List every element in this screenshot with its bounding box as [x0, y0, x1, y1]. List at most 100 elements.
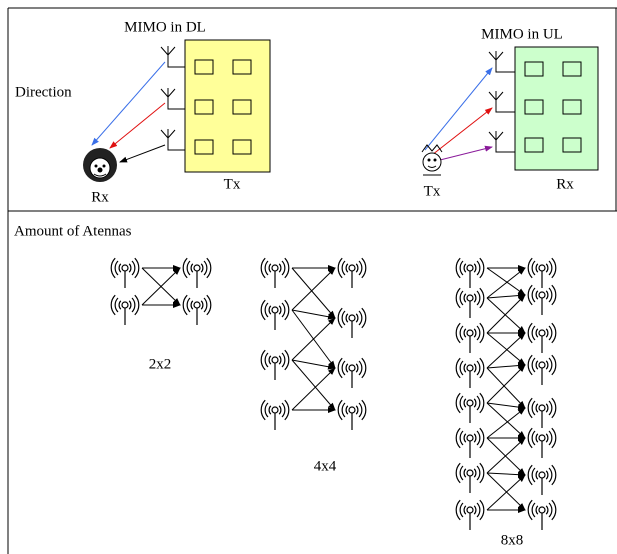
element: [524, 99, 544, 115]
antenna-head: [538, 264, 546, 272]
tx-label: Tx: [224, 176, 241, 192]
antenna-icon: [182, 294, 212, 325]
wave: [459, 360, 464, 376]
wave: [131, 260, 136, 276]
wave: [281, 260, 286, 276]
wave: [118, 263, 122, 273]
wave: [545, 290, 549, 300]
wave: [476, 290, 481, 306]
wave: [341, 310, 346, 326]
wave: [455, 257, 461, 279]
wave: [284, 349, 290, 371]
wave: [260, 399, 266, 421]
element: [562, 99, 582, 115]
wave: [278, 305, 282, 315]
wave: [551, 397, 557, 419]
wave: [278, 405, 282, 415]
antenna: [160, 88, 185, 110]
rx-label: Rx: [556, 176, 574, 192]
wave: [479, 287, 485, 309]
wave: [284, 399, 290, 421]
wave: [551, 464, 557, 486]
wave: [463, 263, 467, 273]
antenna-icon: [527, 284, 557, 315]
wave: [531, 430, 536, 446]
wave: [268, 355, 272, 365]
wave: [345, 363, 349, 373]
wave: [527, 464, 533, 486]
wave: [548, 467, 553, 483]
wave: [455, 287, 461, 309]
section-title: Amount of Atennas: [14, 223, 132, 239]
wave: [278, 355, 282, 365]
wave: [527, 499, 533, 521]
rx-label: Rx: [91, 189, 109, 205]
wave: [459, 502, 464, 518]
antenna-head: [538, 471, 546, 479]
wave: [476, 360, 481, 376]
wave: [473, 433, 477, 443]
wave: [545, 263, 549, 273]
wave: [200, 263, 204, 273]
wave: [358, 360, 363, 376]
wave: [551, 284, 557, 306]
wave: [260, 299, 266, 321]
wave: [545, 505, 549, 515]
wave: [548, 430, 553, 446]
wave: [341, 260, 346, 276]
wave: [527, 322, 533, 344]
antenna: [488, 131, 515, 153]
wave: [281, 402, 286, 418]
antenna-head: [348, 264, 356, 272]
antenna-head: [538, 404, 546, 412]
wave: [355, 405, 359, 415]
receiver-icon: [83, 148, 117, 182]
wave: [337, 399, 343, 421]
antenna-icon: [260, 257, 290, 288]
element: [524, 137, 544, 153]
antenna-icon: [260, 399, 290, 430]
wave: [527, 397, 533, 419]
wave: [182, 294, 188, 316]
wave: [114, 297, 119, 313]
wave: [131, 297, 136, 313]
link-arrow: [486, 437, 526, 476]
wave: [463, 468, 467, 478]
link-arrow: [486, 332, 526, 369]
link-arrow: [486, 292, 526, 299]
wave: [278, 263, 282, 273]
wave: [479, 257, 485, 279]
wave: [345, 263, 349, 273]
antenna-head: [271, 406, 279, 414]
wave: [476, 465, 481, 481]
wave: [463, 293, 467, 303]
link-arrow: [486, 332, 526, 366]
antenna-icon: [110, 294, 140, 325]
direction-label: Direction: [15, 84, 72, 100]
antenna-icon: [527, 322, 557, 353]
antenna-icon: [527, 397, 557, 428]
wave: [268, 405, 272, 415]
wave: [551, 257, 557, 279]
wave: [531, 502, 536, 518]
wave: [455, 427, 461, 449]
link-arrow: [486, 367, 526, 409]
tx-box: [184, 39, 271, 173]
link-arrow: [291, 359, 336, 370]
arrow: [91, 61, 166, 146]
element: [562, 137, 582, 153]
wave: [548, 502, 553, 518]
wave: [455, 392, 461, 414]
config-label: 4x4: [314, 458, 337, 474]
wave: [134, 257, 140, 279]
wave: [463, 398, 467, 408]
wave: [264, 302, 269, 318]
wave: [203, 297, 208, 313]
wave: [260, 257, 266, 279]
wave: [463, 328, 467, 338]
wave: [264, 260, 269, 276]
wave: [206, 294, 212, 316]
antenna-icon: [455, 427, 485, 458]
element: [524, 61, 544, 77]
wave: [548, 400, 553, 416]
